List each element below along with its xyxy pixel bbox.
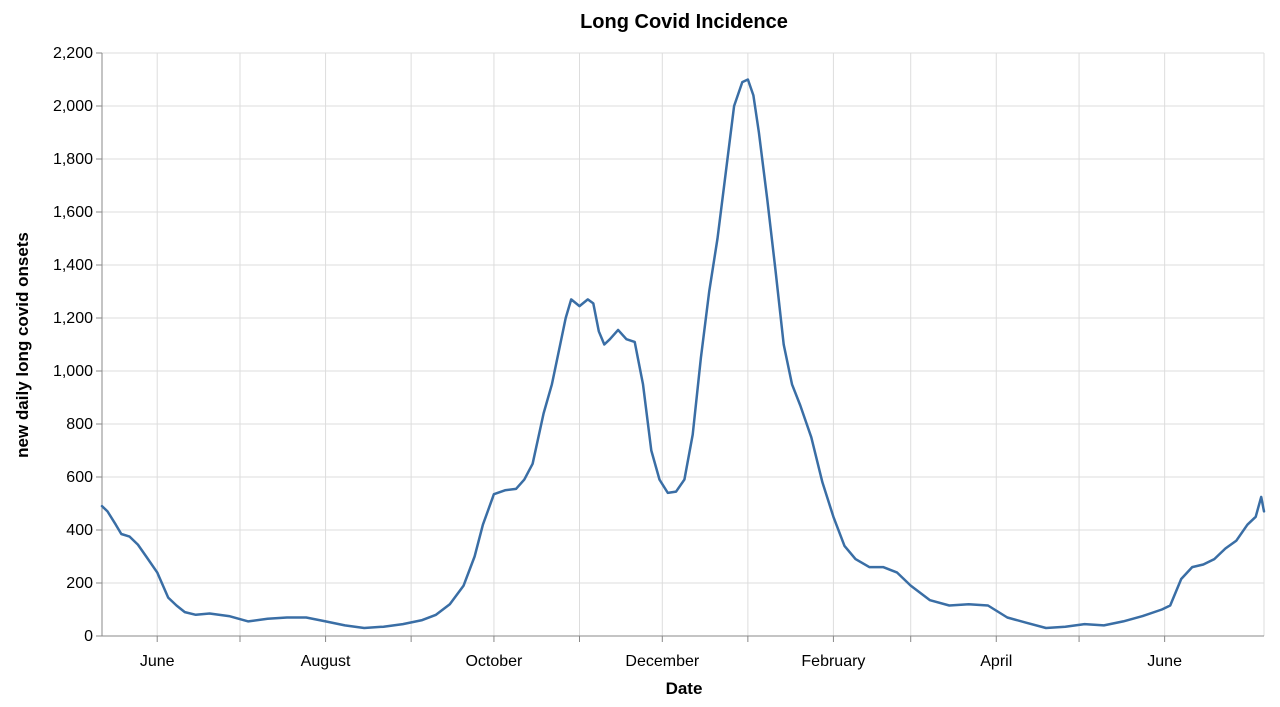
- chart-title: Long Covid Incidence: [580, 11, 788, 33]
- y-tick-label: 2,200: [53, 45, 93, 62]
- x-tick-label: February: [801, 653, 865, 670]
- x-tick-label: August: [301, 653, 351, 670]
- x-tick-label: October: [465, 653, 523, 670]
- y-axis-ticks: 0 200 400 600 800 1,000 1,200 1,400 1,600 1,800 2,…: [53, 45, 102, 645]
- x-tick-label: June: [140, 653, 175, 670]
- y-tick-label: 1,200: [53, 310, 93, 327]
- y-tick-label: 1,400: [53, 257, 93, 274]
- x-axis-ticks: June August October December February April Ju…: [140, 636, 1182, 670]
- y-tick-label: 200: [66, 575, 93, 592]
- y-tick-label: 400: [66, 522, 93, 539]
- x-tick-label: April: [980, 653, 1012, 670]
- y-tick-label: 0: [84, 628, 93, 645]
- y-tick-label: 2,000: [53, 98, 93, 115]
- x-tick-label: June: [1147, 653, 1182, 670]
- y-tick-label: 1,000: [53, 363, 93, 380]
- x-gridlines: [156, 53, 1265, 636]
- x-axis-title: Date: [666, 679, 703, 698]
- y-tick-label: 800: [66, 416, 93, 433]
- y-tick-label: 1,800: [53, 151, 93, 168]
- y-tick-label: 600: [66, 469, 93, 486]
- x-tick-label: December: [625, 653, 699, 670]
- series-group: [100, 78, 1266, 630]
- y-gridlines: [102, 52, 1264, 637]
- series-line: [100, 78, 1266, 630]
- y-axis-title: new daily long covid onsets: [13, 232, 32, 458]
- y-tick-label: 1,600: [53, 204, 93, 221]
